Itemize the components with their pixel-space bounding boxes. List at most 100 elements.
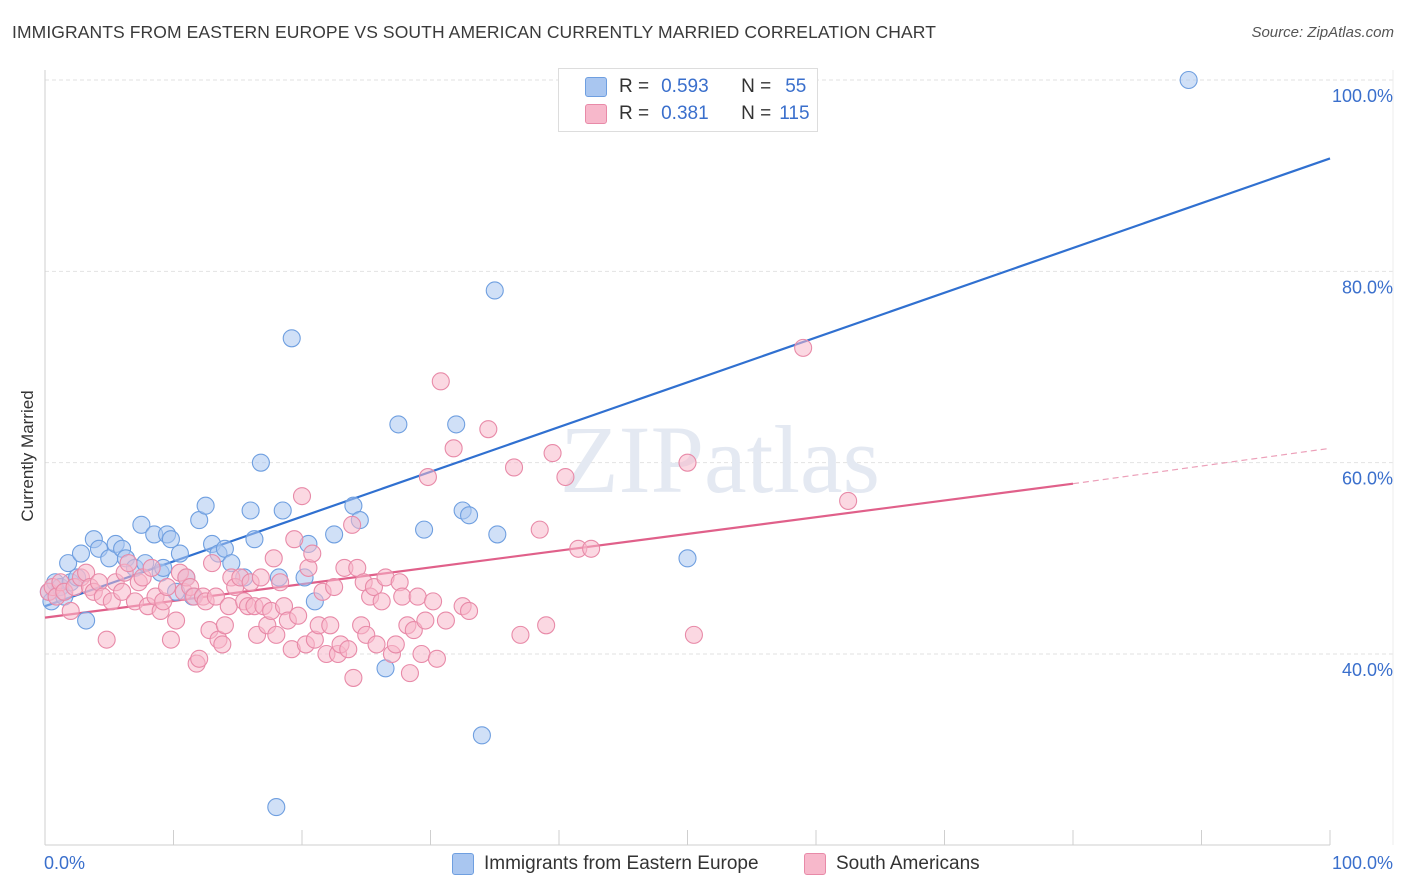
point-south-american — [161, 630, 180, 649]
point-eastern-europe — [170, 544, 189, 563]
source-label: Source: ZipAtlas.com — [1251, 24, 1394, 41]
legend-r-value: 0.381 — [661, 103, 709, 124]
point-south-american — [418, 467, 437, 487]
point-eastern-europe — [71, 544, 91, 563]
point-eastern-europe — [389, 415, 408, 434]
legend-n-value: 55 — [785, 76, 807, 97]
chart-title: IMMIGRANTS FROM EASTERN EUROPE VS SOUTH … — [12, 22, 937, 42]
point-south-american — [158, 577, 177, 597]
point-south-american — [424, 592, 443, 611]
point-south-american — [427, 649, 446, 668]
point-south-american — [444, 439, 463, 458]
point-eastern-europe — [132, 515, 151, 534]
point-eastern-europe — [251, 453, 270, 472]
y-tick-label: 80.0% — [1342, 277, 1393, 297]
y-tick-label: 40.0% — [1342, 660, 1393, 680]
point-south-american — [839, 491, 858, 510]
x-tick-label: 100.0% — [1332, 853, 1393, 873]
point-south-american — [264, 549, 283, 568]
correlation-legend: R = 0.593 N = 55 R = 0.381 N = 115 — [558, 68, 818, 132]
point-south-american — [684, 625, 703, 644]
legend-row-south-americans: R = 0.381 N = 115 — [585, 102, 810, 126]
legend-swatch-pink — [585, 104, 607, 124]
point-south-american — [459, 601, 479, 621]
point-south-american — [537, 616, 556, 635]
point-eastern-europe — [267, 798, 286, 817]
point-south-american — [325, 577, 344, 597]
point-south-american — [504, 458, 524, 477]
point-eastern-europe — [488, 525, 507, 544]
point-south-american — [794, 338, 813, 357]
tick-labels: 40.0% 60.0% 80.0% 100.0% 0.0% 100.0% — [44, 86, 1393, 873]
point-eastern-europe — [678, 549, 697, 568]
point-south-american — [344, 668, 363, 687]
legend-n-label: N = — [741, 76, 772, 97]
point-south-american — [530, 520, 549, 539]
point-south-american — [219, 597, 238, 616]
point-south-american — [267, 625, 286, 644]
point-south-american — [678, 453, 697, 472]
y-tick-label: 60.0% — [1342, 469, 1393, 489]
point-south-american — [289, 606, 308, 625]
point-south-american — [271, 573, 290, 592]
legend-swatch-blue — [585, 77, 607, 97]
series-legend-label: South Americans — [836, 853, 980, 874]
point-south-american — [400, 664, 419, 683]
point-south-american — [408, 587, 427, 606]
trend-line-extension — [1072, 447, 1331, 485]
point-south-american — [511, 625, 530, 644]
point-south-american — [431, 372, 450, 391]
point-eastern-europe — [196, 496, 215, 515]
data-points — [39, 70, 1198, 817]
point-eastern-europe — [485, 281, 504, 300]
point-south-american — [285, 530, 304, 549]
point-south-american — [416, 611, 435, 630]
point-south-american — [303, 544, 322, 563]
point-south-american — [367, 635, 386, 654]
point-south-american — [113, 582, 132, 601]
point-south-american — [206, 587, 225, 606]
point-eastern-europe — [415, 520, 434, 539]
point-south-american — [213, 635, 232, 654]
legend-n-label: N = — [741, 103, 772, 124]
point-eastern-europe — [459, 506, 479, 525]
point-south-american — [436, 611, 455, 630]
point-south-american — [393, 587, 412, 606]
point-eastern-europe — [325, 525, 344, 544]
series-legend-eastern-europe[interactable]: Immigrants from Eastern Europe — [452, 853, 759, 875]
point-south-american — [412, 644, 431, 664]
point-eastern-europe — [282, 329, 301, 348]
series-legend-south-americans[interactable]: South Americans — [804, 853, 980, 875]
legend-row-eastern-europe: R = 0.593 N = 55 — [585, 75, 806, 99]
point-eastern-europe — [241, 501, 260, 520]
point-south-american — [167, 611, 186, 630]
point-south-american — [386, 635, 405, 654]
legend-r-label: R = — [619, 103, 650, 124]
point-eastern-europe — [161, 530, 180, 549]
point-south-american — [119, 554, 138, 573]
point-south-american — [61, 601, 80, 621]
point-eastern-europe — [245, 530, 264, 549]
watermark-text: ZIPatlas — [560, 406, 880, 513]
trend-line-eastern-europe — [44, 157, 1331, 608]
grid-lines — [45, 79, 1395, 655]
point-south-american — [543, 444, 562, 463]
point-eastern-europe — [273, 501, 292, 520]
point-eastern-europe — [59, 554, 78, 573]
series-swatch-pink — [804, 853, 826, 875]
point-south-american — [556, 467, 575, 487]
legend-n-value: 115 — [779, 103, 810, 124]
point-south-american — [321, 616, 340, 635]
legend-r-value: 0.593 — [661, 76, 709, 97]
point-south-american — [292, 487, 312, 506]
trend-lines — [44, 157, 1331, 619]
x-tick-label: 0.0% — [44, 853, 85, 873]
point-south-american — [339, 640, 358, 659]
series-legend-label: Immigrants from Eastern Europe — [484, 853, 759, 874]
point-south-american — [251, 568, 270, 587]
point-eastern-europe — [447, 415, 466, 434]
point-south-american — [343, 515, 362, 534]
point-south-american — [582, 539, 601, 558]
point-south-american — [203, 554, 222, 573]
